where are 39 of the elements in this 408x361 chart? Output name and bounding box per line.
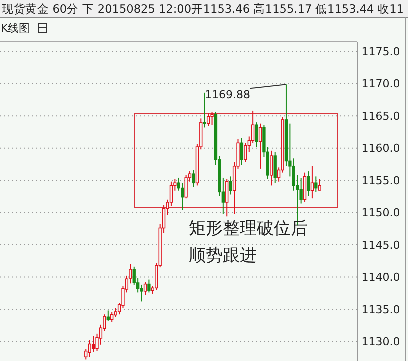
annotation: 1169.88 bbox=[205, 88, 250, 102]
candlestick bbox=[148, 279, 151, 294]
candlestick bbox=[92, 336, 96, 352]
y-tick-label: 1145.0 bbox=[362, 238, 400, 252]
candlestick bbox=[106, 310, 110, 322]
candlestick bbox=[314, 176, 318, 193]
annotation: 顺势跟进 bbox=[189, 246, 257, 266]
chart-title: 现货黄金 60分 下 20150825 12:00开1153.46 高1155.17 低1153.44 收11 bbox=[2, 2, 408, 16]
candlestick bbox=[240, 138, 244, 166]
candlestick bbox=[274, 152, 277, 184]
candlestick bbox=[310, 166, 314, 200]
candlestick bbox=[88, 340, 92, 358]
candlestick bbox=[307, 171, 310, 197]
candlestick bbox=[203, 92, 206, 128]
y-tick-label: 1170.0 bbox=[362, 78, 400, 91]
y-tick-label: 1155.0 bbox=[362, 174, 400, 188]
chart-subtitle: K线图 bbox=[1, 22, 30, 35]
y-tick-label: 1130.0 bbox=[362, 336, 400, 349]
candlestick bbox=[318, 178, 322, 192]
annotation: 矩形整理破位后 bbox=[189, 219, 308, 239]
candlestick bbox=[144, 282, 148, 296]
candlestick bbox=[184, 174, 188, 200]
candlestick bbox=[110, 312, 114, 323]
candlestick bbox=[192, 170, 196, 188]
candlestick bbox=[210, 112, 214, 126]
y-tick-label: 1175.0 bbox=[362, 46, 400, 59]
y-tick-label: 1165.0 bbox=[362, 110, 400, 123]
candlestick bbox=[206, 113, 210, 127]
y-tick-label: 1140.0 bbox=[362, 271, 400, 284]
candlestick bbox=[229, 176, 232, 196]
y-tick-label: 1150.0 bbox=[362, 206, 400, 220]
y-tick-label: 1160.0 bbox=[362, 142, 400, 156]
candlestick bbox=[258, 123, 262, 170]
candlestick bbox=[244, 142, 248, 164]
candlestick bbox=[270, 150, 274, 186]
candlestick bbox=[226, 178, 229, 218]
candlestick bbox=[303, 172, 307, 203]
y-tick-label: 1135.0 bbox=[362, 303, 400, 316]
candlestick bbox=[255, 122, 258, 148]
